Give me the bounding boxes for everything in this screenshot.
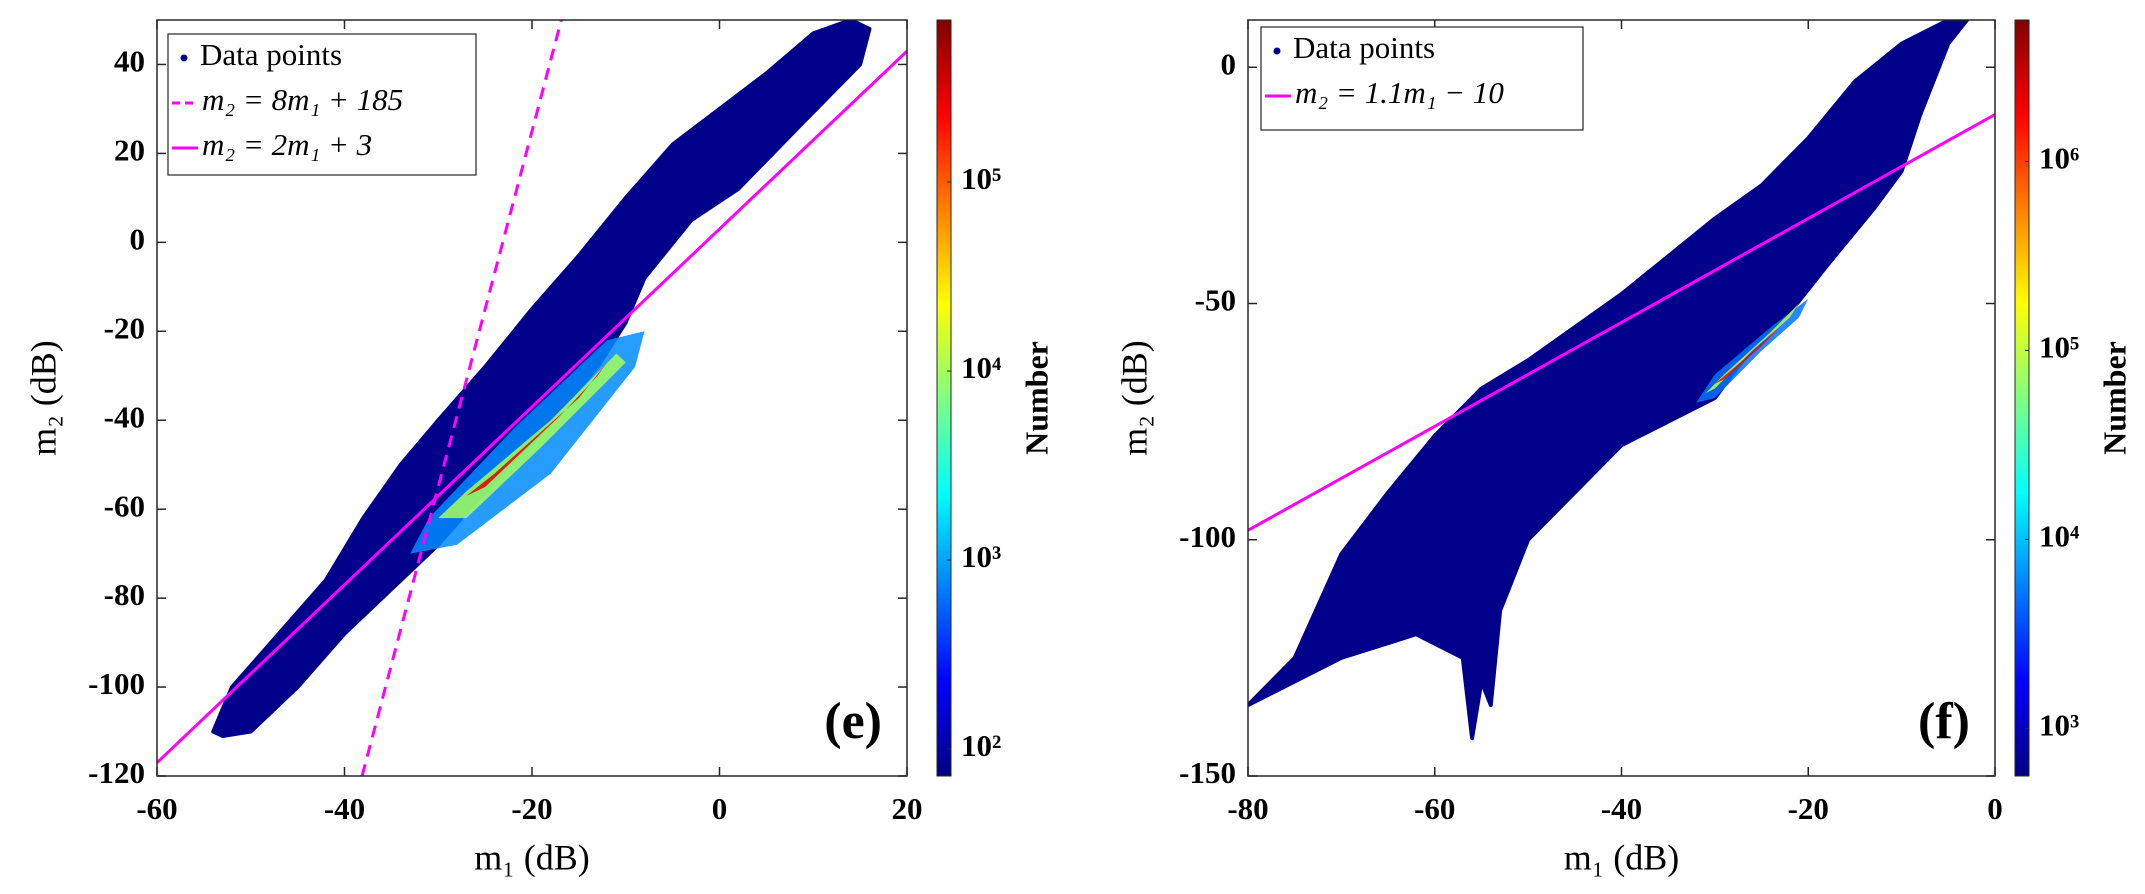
legend-label: Data points <box>200 37 342 72</box>
x-tick-label: -80 <box>1227 791 1268 826</box>
y-tick-label: -120 <box>88 755 145 790</box>
y-tick-label: 0 <box>1221 46 1237 81</box>
colorbar-tick-label: 10³ <box>961 539 1001 574</box>
x-axis-label: m₁ (dB) <box>474 837 590 877</box>
fit-line <box>360 20 563 776</box>
y-tick-label: -40 <box>104 399 145 434</box>
y-tick-label: -20 <box>104 310 145 345</box>
legend-label: m₂ = 2m₁ + 3 <box>202 127 372 162</box>
y-tick-label: 40 <box>114 44 145 79</box>
y-tick-label: 0 <box>130 221 146 256</box>
data-cloud <box>211 20 872 738</box>
panel-label: (e) <box>824 693 882 750</box>
x-axis-label: m₁ (dB) <box>1564 837 1680 877</box>
plot-area <box>1248 20 1995 741</box>
colorbar <box>2014 19 2030 777</box>
fit-line <box>1248 113 1995 532</box>
density-region <box>438 353 626 519</box>
x-tick-label: 0 <box>712 791 728 826</box>
y-tick-label: -80 <box>104 577 145 612</box>
y-axis-label: m₂ (dB) <box>1114 340 1154 456</box>
legend-box <box>167 33 477 176</box>
colorbar-tick-label: 10⁴ <box>961 350 1001 385</box>
legend-label: Data points <box>1293 30 1435 65</box>
panel-label: (f) <box>1918 693 1970 750</box>
y-tick-label: -100 <box>1179 519 1236 554</box>
x-tick-label: 0 <box>1987 791 2003 826</box>
colorbar <box>936 19 952 777</box>
colorbar-label: Number <box>2096 341 2132 455</box>
x-tick-label: 20 <box>892 791 923 826</box>
colorbar-tick-label: 10⁵ <box>2039 330 2079 365</box>
colorbar-tick-label: 10² <box>961 728 1001 763</box>
legend-label: m₂ = 8m₁ + 185 <box>202 82 403 117</box>
y-tick-label: -50 <box>1195 283 1236 318</box>
x-tick-label: -60 <box>1414 791 1455 826</box>
x-tick-label: -20 <box>511 791 552 826</box>
y-tick-label: -60 <box>104 488 145 523</box>
legend-marker <box>180 54 188 62</box>
colorbar-tick-label: 10³ <box>2039 708 2079 743</box>
x-tick-label: -60 <box>136 791 177 826</box>
y-tick-label: -150 <box>1179 755 1236 790</box>
plot-area <box>157 20 907 776</box>
colorbar-tick-label: 10⁴ <box>2039 519 2079 554</box>
colorbar-tick-label: 10⁵ <box>961 161 1001 196</box>
legend-marker <box>1273 47 1281 55</box>
fit-line <box>157 50 907 764</box>
x-tick-label: -40 <box>324 791 365 826</box>
y-axis-label: m₂ (dB) <box>23 340 63 456</box>
colorbar-tick-label: 10⁶ <box>2039 141 2079 176</box>
density-region <box>1705 303 1799 394</box>
data-cloud <box>1248 20 1969 741</box>
legend-label: m₂ = 1.1m₁ − 10 <box>1295 75 1504 110</box>
x-tick-label: -20 <box>1788 791 1829 826</box>
legend-box <box>1260 26 1584 131</box>
x-tick-label: -40 <box>1601 791 1642 826</box>
y-tick-label: 20 <box>114 133 145 168</box>
colorbar-label: Number <box>1018 341 1054 455</box>
y-tick-label: -100 <box>88 666 145 701</box>
